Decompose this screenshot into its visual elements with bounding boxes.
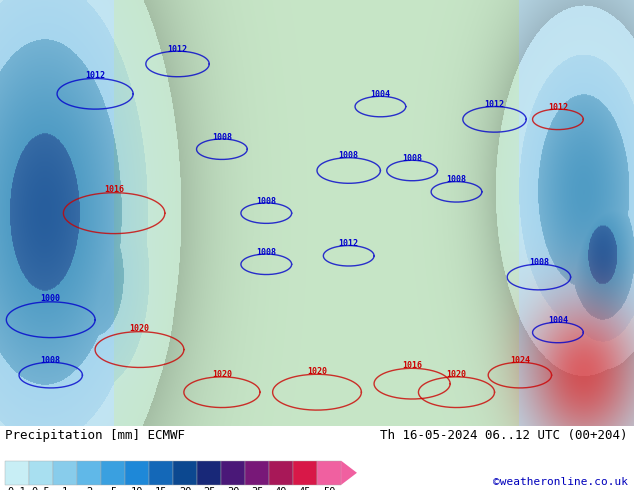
Text: 0.1: 0.1	[8, 488, 27, 490]
Text: 2: 2	[86, 488, 92, 490]
Bar	[173, 461, 197, 485]
Text: 1012: 1012	[484, 100, 505, 109]
Bar	[197, 461, 221, 485]
Text: 1008: 1008	[41, 356, 61, 365]
Text: 1012: 1012	[548, 103, 568, 112]
Text: 1004: 1004	[370, 90, 391, 99]
Text: 50: 50	[323, 488, 335, 490]
Bar	[245, 461, 269, 485]
Text: 1008: 1008	[402, 154, 422, 163]
Bar	[29, 461, 53, 485]
Text: 25: 25	[203, 488, 216, 490]
Text: 45: 45	[299, 488, 311, 490]
Text: Precipitation [mm] ECMWF: Precipitation [mm] ECMWF	[5, 429, 185, 442]
Text: 15: 15	[155, 488, 167, 490]
Bar	[221, 461, 245, 485]
Text: 1004: 1004	[548, 316, 568, 325]
Text: 1012: 1012	[85, 72, 105, 80]
Text: 1020: 1020	[212, 370, 232, 379]
Text: 40: 40	[275, 488, 287, 490]
Text: 1012: 1012	[167, 45, 188, 53]
Bar	[269, 461, 293, 485]
Bar	[317, 461, 341, 485]
Bar	[149, 461, 173, 485]
Bar	[125, 461, 149, 485]
Polygon shape	[341, 461, 357, 485]
Text: 35: 35	[251, 488, 263, 490]
Text: 1020: 1020	[307, 367, 327, 376]
Text: 1012: 1012	[339, 239, 359, 248]
Text: 1008: 1008	[256, 248, 276, 257]
Bar	[293, 461, 317, 485]
Text: 1008: 1008	[339, 151, 359, 160]
Text: 1008: 1008	[212, 133, 232, 142]
Text: 5: 5	[110, 488, 116, 490]
Bar	[5, 461, 29, 485]
Text: 0.5: 0.5	[32, 488, 51, 490]
Text: 1008: 1008	[446, 175, 467, 184]
Text: 1000: 1000	[41, 294, 61, 303]
Text: 1008: 1008	[256, 196, 276, 206]
Text: 1016: 1016	[402, 361, 422, 370]
Text: 1008: 1008	[529, 258, 549, 267]
Text: 1020: 1020	[446, 370, 467, 379]
Text: ©weatheronline.co.uk: ©weatheronline.co.uk	[493, 477, 628, 487]
Text: Th 16-05-2024 06..12 UTC (00+204): Th 16-05-2024 06..12 UTC (00+204)	[380, 429, 628, 442]
Text: 1: 1	[62, 488, 68, 490]
Bar	[77, 461, 101, 485]
Text: 10: 10	[131, 488, 143, 490]
Text: 30: 30	[227, 488, 240, 490]
Bar	[53, 461, 77, 485]
Text: 1016: 1016	[104, 185, 124, 194]
Text: 1024: 1024	[510, 356, 530, 365]
Text: 20: 20	[179, 488, 191, 490]
Bar	[101, 461, 125, 485]
Text: 1020: 1020	[129, 324, 150, 333]
